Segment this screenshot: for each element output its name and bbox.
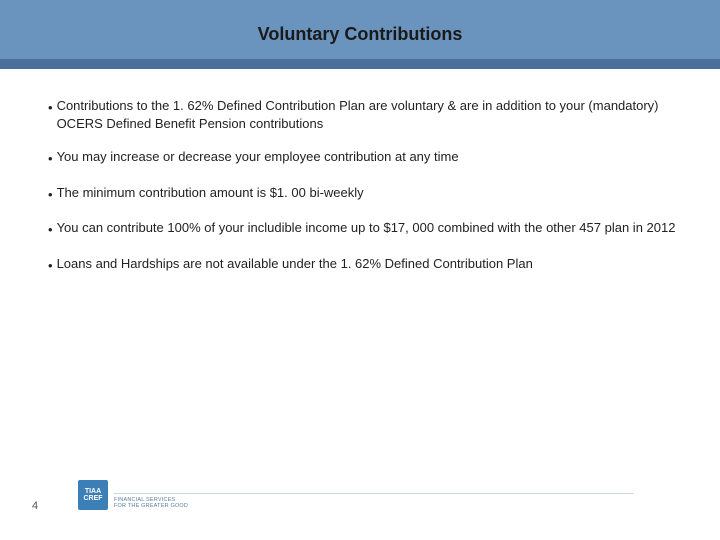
logo-icon: TIAA CREF [78,480,108,510]
logo-line2: CREF [83,495,102,502]
header-band: Voluntary Contributions [0,0,720,59]
slide-title: Voluntary Contributions [0,24,720,45]
bullet-dot-icon: • [48,257,53,275]
content-area: • Contributions to the 1. 62% Defined Co… [0,69,720,274]
bullet-dot-icon: • [48,221,53,239]
page-number: 4 [32,500,38,512]
bullet-item: • Loans and Hardships are not available … [48,255,680,275]
bullet-item: • You can contribute 100% of your includ… [48,219,680,239]
bullet-item: • Contributions to the 1. 62% Defined Co… [48,97,680,132]
accent-bar [0,59,720,69]
bullet-text: You can contribute 100% of your includib… [57,219,680,237]
bullet-dot-icon: • [48,150,53,168]
bullet-text: Loans and Hardships are not available un… [57,255,680,273]
footer: TIAA CREF FINANCIAL SERVICES FOR THE GRE… [78,480,634,510]
bullet-text: The minimum contribution amount is $1. 0… [57,184,680,202]
logo-line1: TIAA [85,488,101,495]
bullet-item: • The minimum contribution amount is $1.… [48,184,680,204]
footer-tagline: FINANCIAL SERVICES FOR THE GREATER GOOD [114,493,634,510]
bullet-text: You may increase or decrease your employ… [57,148,680,166]
logo-text: TIAA CREF [83,488,102,503]
bullet-text: Contributions to the 1. 62% Defined Cont… [57,97,680,132]
tagline-line2: FOR THE GREATER GOOD [114,503,188,509]
bullet-item: • You may increase or decrease your empl… [48,148,680,168]
bullet-dot-icon: • [48,99,53,117]
tagline-line1: FINANCIAL SERVICES [114,497,175,503]
bullet-dot-icon: • [48,186,53,204]
